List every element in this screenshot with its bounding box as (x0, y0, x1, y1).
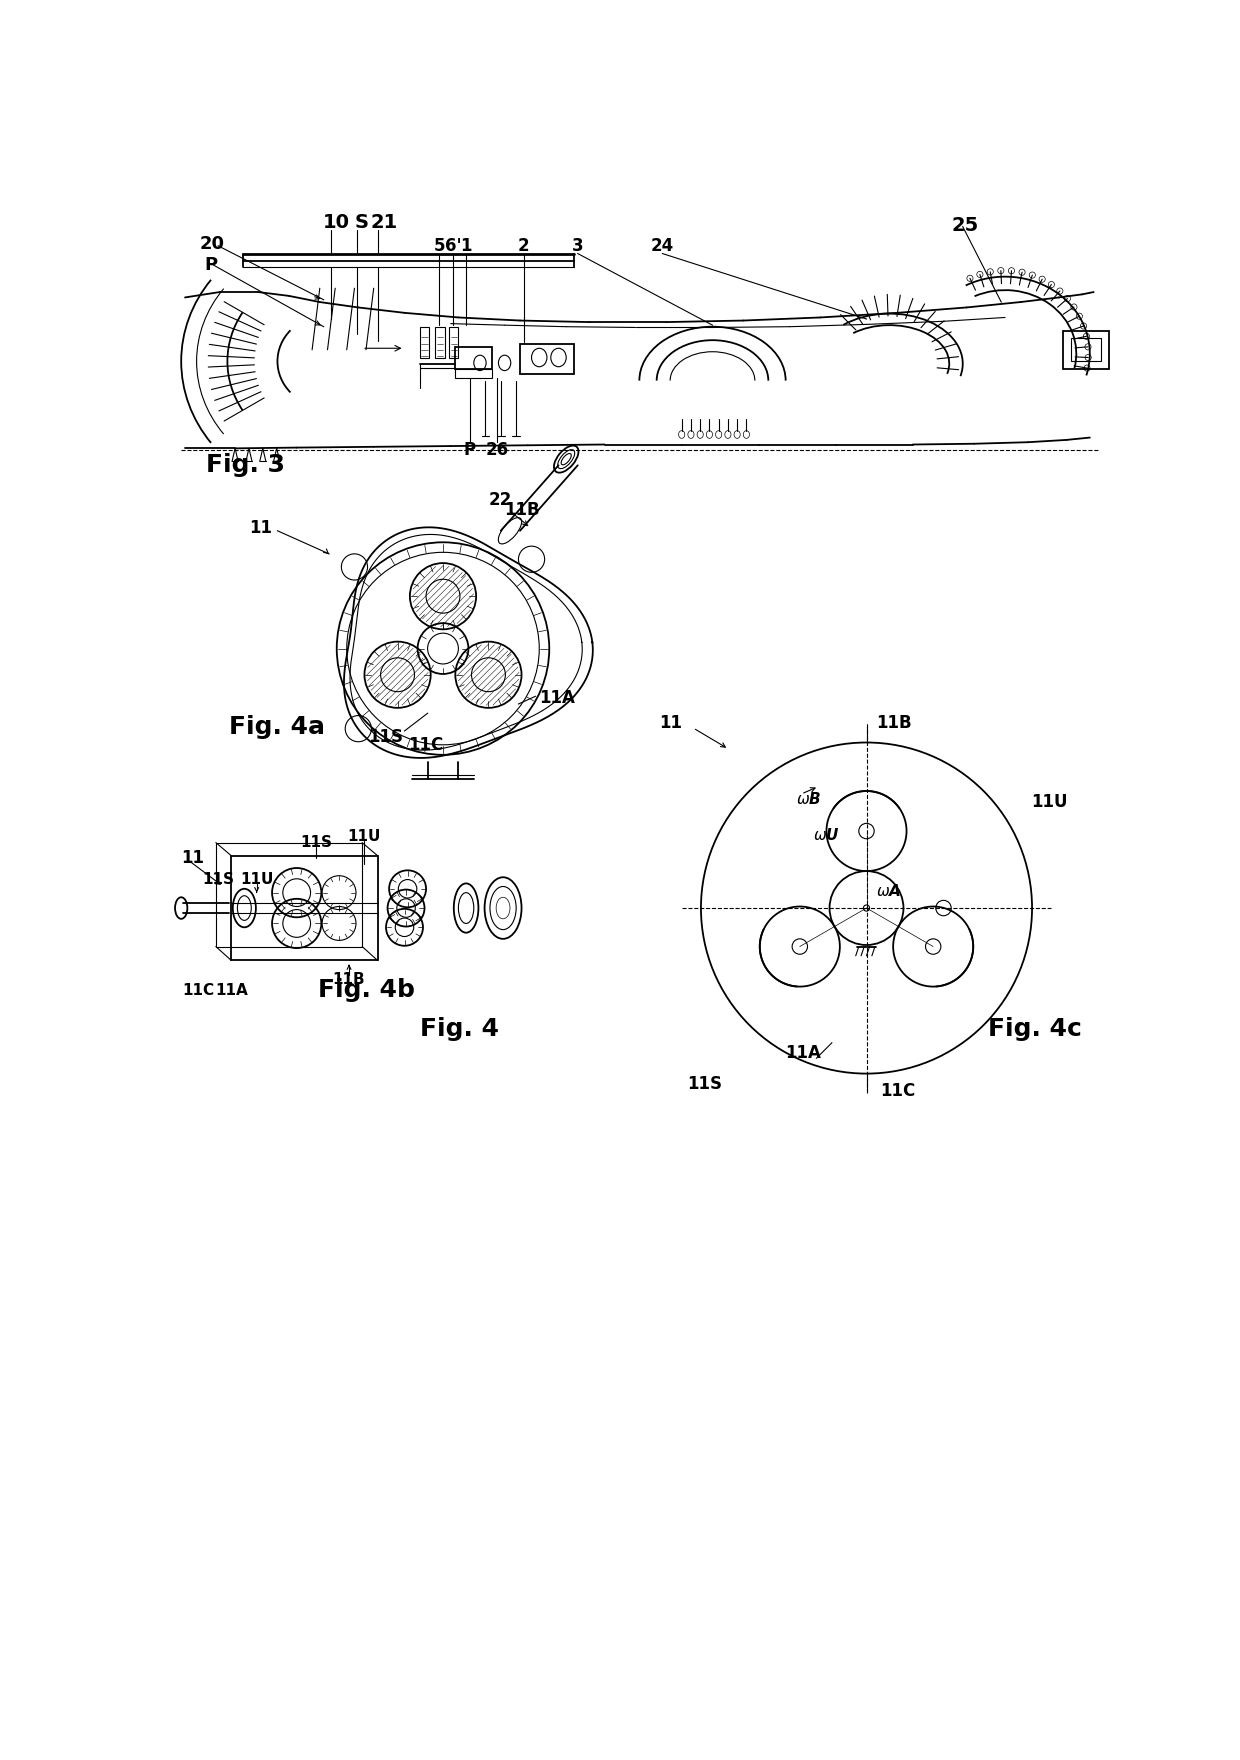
Bar (420, 327, 429, 357)
Text: 11A: 11A (539, 688, 575, 708)
Text: Fig. 4a: Fig. 4a (229, 715, 325, 739)
Text: 1: 1 (460, 238, 472, 255)
Text: 21: 21 (371, 213, 398, 232)
Text: $\omega$B: $\omega$B (796, 790, 821, 806)
Text: 11A: 11A (785, 1044, 821, 1061)
Text: 11U: 11U (347, 829, 381, 845)
Text: 11B: 11B (332, 972, 366, 987)
Bar (435, 327, 444, 357)
Text: 25: 25 (951, 215, 978, 234)
Text: 20: 20 (200, 234, 224, 252)
Bar (520, 343, 574, 375)
Text: 11A: 11A (216, 982, 248, 998)
Text: Fig. 4: Fig. 4 (420, 1017, 498, 1040)
Text: 26: 26 (485, 442, 508, 459)
Bar (455, 347, 491, 370)
Text: Fig. 3: Fig. 3 (206, 454, 285, 477)
Text: 11B: 11B (875, 715, 911, 732)
Text: 11U: 11U (1032, 792, 1068, 811)
Text: 3: 3 (572, 238, 584, 255)
Bar (1070, 338, 1101, 361)
Text: 11: 11 (181, 848, 205, 868)
Text: 11S: 11S (368, 729, 403, 746)
Text: 11C: 11C (880, 1082, 915, 1100)
Text: P: P (464, 442, 476, 459)
Text: 11: 11 (658, 715, 682, 732)
Text: 11B: 11B (503, 502, 539, 519)
Text: 24: 24 (651, 238, 675, 255)
Text: S: S (355, 213, 368, 232)
Text: 11C: 11C (408, 736, 444, 753)
Text: $\omega$A: $\omega$A (875, 884, 901, 899)
Text: 11S: 11S (202, 871, 234, 887)
Text: Fig. 4b: Fig. 4b (319, 979, 415, 1003)
Text: 5: 5 (434, 238, 445, 255)
Bar (1063, 331, 1109, 370)
Circle shape (863, 905, 869, 912)
Bar (449, 327, 459, 357)
Bar (455, 370, 491, 378)
Text: P: P (203, 257, 217, 275)
Bar (231, 855, 377, 961)
Text: Fig. 4c: Fig. 4c (988, 1017, 1083, 1040)
Text: 22: 22 (489, 491, 512, 509)
Text: 6': 6' (445, 238, 461, 255)
Text: 10: 10 (324, 213, 350, 232)
Text: $\omega$U: $\omega$U (812, 827, 839, 843)
Text: 11S: 11S (300, 834, 332, 850)
Text: 11C: 11C (182, 982, 215, 998)
Text: 2: 2 (518, 238, 529, 255)
Text: 11U: 11U (241, 871, 273, 887)
Text: 11S: 11S (687, 1075, 723, 1093)
Text: 11: 11 (249, 519, 272, 537)
